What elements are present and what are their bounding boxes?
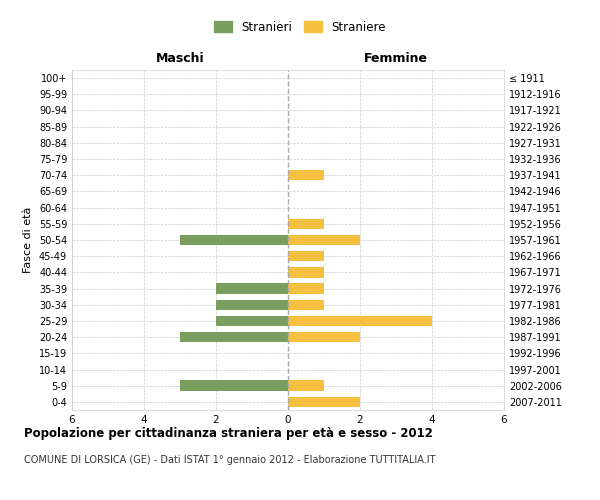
Text: Popolazione per cittadinanza straniera per età e sesso - 2012: Popolazione per cittadinanza straniera p… (24, 428, 433, 440)
Bar (288, 396, 360, 407)
Bar (288, 316, 432, 326)
Bar (180, 332, 288, 342)
Bar (288, 251, 324, 262)
Text: COMUNE DI LORSICA (GE) - Dati ISTAT 1° gennaio 2012 - Elaborazione TUTTITALIA.IT: COMUNE DI LORSICA (GE) - Dati ISTAT 1° g… (24, 455, 436, 465)
Bar (288, 218, 324, 229)
Bar (288, 234, 360, 246)
Bar (288, 300, 324, 310)
Bar (288, 332, 360, 342)
Bar (288, 284, 324, 294)
Y-axis label: Fasce di età: Fasce di età (23, 207, 33, 273)
Bar (288, 170, 324, 180)
Bar (288, 267, 324, 278)
Bar (216, 284, 288, 294)
Bar (180, 234, 288, 246)
Legend: Stranieri, Straniere: Stranieri, Straniere (209, 16, 391, 38)
Text: Femmine: Femmine (364, 52, 428, 65)
Text: Maschi: Maschi (155, 52, 205, 65)
Bar (216, 316, 288, 326)
Bar (180, 380, 288, 391)
Bar (216, 300, 288, 310)
Bar (288, 380, 324, 391)
